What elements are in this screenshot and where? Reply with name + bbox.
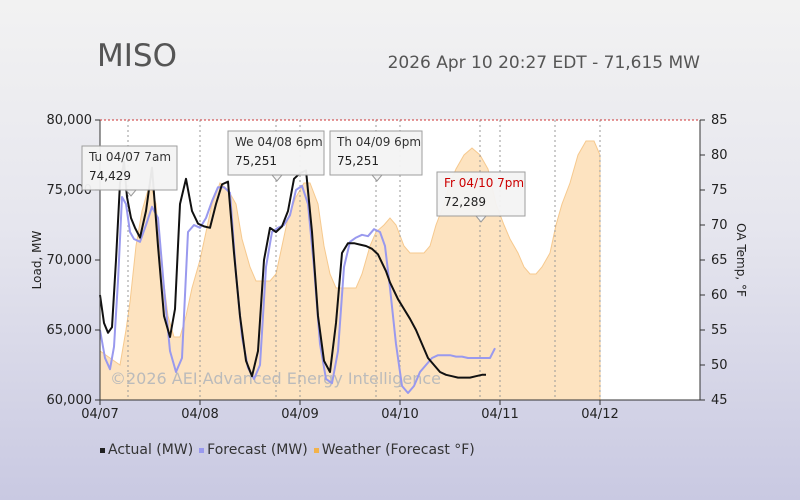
y2-tick-label: 55 bbox=[711, 323, 728, 338]
tooltip-value: 75,251 bbox=[337, 154, 379, 168]
tooltip-box bbox=[436, 171, 526, 217]
legend-forecast-label: Forecast (MW) bbox=[207, 442, 308, 458]
axis-ticks: 04/07 04/08 04/09 04/10 04/11 04/12 60,000 65,0… bbox=[47, 113, 728, 422]
tooltip-box bbox=[81, 145, 178, 191]
y-axis-title: Load, MW bbox=[30, 231, 44, 290]
x-tick-label: 04/10 bbox=[381, 407, 418, 422]
y2-tick-label: 85 bbox=[711, 113, 728, 128]
tooltip-value: 72,289 bbox=[444, 195, 486, 209]
legend-weather-swatch bbox=[313, 447, 319, 453]
legend-weather-label: Weather (Forecast °F) bbox=[321, 442, 475, 458]
tooltip: Fr 04/10 7pm 72,289 bbox=[436, 171, 526, 223]
legend: Actual (MW) Forecast (MW) Weather (Forec… bbox=[100, 442, 475, 458]
y2-tick-label: 60 bbox=[711, 288, 728, 303]
x-tick-label: 04/11 bbox=[481, 407, 518, 422]
legend-forecast-swatch bbox=[199, 447, 205, 453]
tooltip: Tu 04/07 7am 74,429 bbox=[81, 145, 178, 197]
legend-actual-swatch bbox=[100, 447, 105, 453]
y-tick-label: 75,000 bbox=[47, 183, 93, 198]
x-tick-label: 04/12 bbox=[581, 407, 618, 422]
y2-tick-label: 65 bbox=[711, 253, 728, 268]
legend-item-actual[interactable]: Actual (MW) bbox=[100, 442, 193, 458]
y2-tick-label: 80 bbox=[711, 148, 728, 163]
x-tick-label: 04/09 bbox=[281, 407, 318, 422]
y-tick-label: 70,000 bbox=[47, 253, 93, 268]
legend-item-weather[interactable]: Weather (Forecast °F) bbox=[313, 442, 475, 458]
legend-actual-label: Actual (MW) bbox=[108, 442, 194, 458]
y-tick-label: 80,000 bbox=[47, 113, 93, 128]
tooltip-pointer bbox=[270, 174, 284, 182]
y-tick-label: 65,000 bbox=[47, 323, 93, 338]
y2-tick-label: 75 bbox=[711, 183, 728, 198]
current-load-readout: 2026 Apr 10 20:27 EDT - 71,615 MW bbox=[387, 53, 700, 73]
tooltip: We 04/08 6pm 75,251 bbox=[227, 130, 325, 182]
y2-tick-label: 70 bbox=[711, 218, 728, 233]
tooltip-label: Th 04/09 6pm bbox=[336, 135, 421, 149]
y-tick-label: 60,000 bbox=[47, 393, 93, 408]
tooltip-label: Fr 04/10 7pm bbox=[444, 176, 524, 190]
tooltip-pointer bbox=[370, 174, 384, 182]
tooltip-label: Tu 04/07 7am bbox=[88, 150, 171, 164]
y2-axis-title: OA Temp, °F bbox=[734, 223, 748, 297]
watermark: ©2026 AEI Advanced Energy Intelligence bbox=[110, 369, 441, 388]
tooltip: Th 04/09 6pm 75,251 bbox=[329, 130, 423, 182]
y2-tick-label: 45 bbox=[711, 393, 728, 408]
tooltip-box bbox=[227, 130, 325, 176]
legend-item-forecast[interactable]: Forecast (MW) bbox=[199, 442, 308, 458]
chart-title: MISO bbox=[97, 38, 177, 74]
x-tick-label: 04/08 bbox=[181, 407, 218, 422]
tooltip-value: 74,429 bbox=[89, 169, 131, 183]
y2-tick-label: 50 bbox=[711, 358, 728, 373]
x-tick-label: 04/07 bbox=[81, 407, 118, 422]
tooltip-pointer bbox=[124, 189, 138, 197]
tooltip-value: 75,251 bbox=[235, 154, 277, 168]
tooltip-label: We 04/08 6pm bbox=[235, 135, 323, 149]
tooltip-box bbox=[329, 130, 423, 176]
tooltip-pointer bbox=[474, 215, 488, 223]
